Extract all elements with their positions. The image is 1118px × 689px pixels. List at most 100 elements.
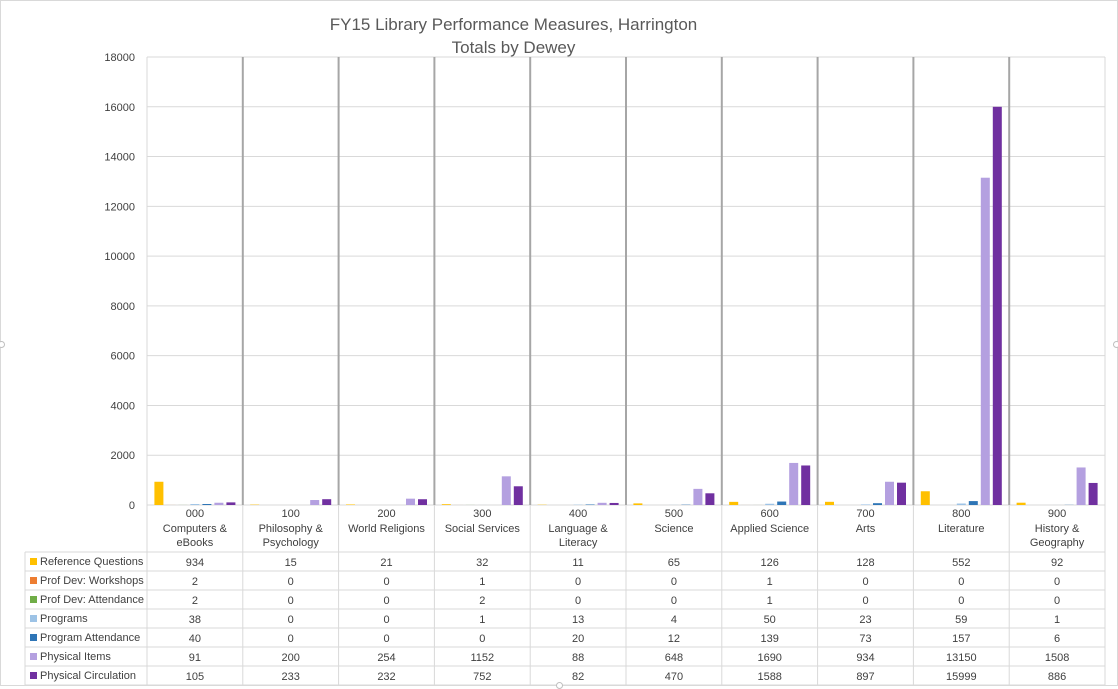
- table-cell-value: 15999: [946, 671, 977, 683]
- legend-key: [30, 615, 37, 622]
- table-cell-value: 2: [192, 595, 198, 607]
- bar: [633, 503, 642, 505]
- category-code-label: 400: [569, 508, 587, 520]
- bar: [861, 504, 870, 505]
- category-name-label: Applied Science: [730, 523, 809, 535]
- y-tick-label: 16000: [104, 102, 135, 114]
- category-code-label: 200: [377, 508, 395, 520]
- table-cell-value: 0: [288, 614, 294, 626]
- bar: [190, 504, 199, 505]
- bar: [993, 107, 1002, 505]
- category-code-label: 700: [856, 508, 874, 520]
- category-code-label: 500: [665, 508, 683, 520]
- table-cell-value: 105: [186, 671, 204, 683]
- category-name-label: Psychology: [263, 537, 320, 549]
- bar: [1089, 483, 1098, 505]
- table-cell-value: 934: [186, 557, 204, 569]
- bar: [442, 504, 451, 505]
- table-cell-value: 934: [856, 652, 874, 664]
- bar: [214, 503, 223, 505]
- category-name-label: History &: [1035, 523, 1080, 535]
- series-label: Programs: [40, 613, 88, 625]
- table-cell-value: 897: [856, 671, 874, 683]
- table-cell-value: 0: [862, 595, 868, 607]
- table-cell-value: 0: [575, 595, 581, 607]
- category-code-label: 800: [952, 508, 970, 520]
- legend-key: [30, 558, 37, 565]
- category-name-label: Literature: [938, 523, 984, 535]
- y-tick-label: 4000: [111, 400, 135, 412]
- table-cell-value: 0: [958, 595, 964, 607]
- y-tick-label: 14000: [104, 152, 135, 164]
- category-name-label: Language &: [548, 523, 608, 535]
- table-cell-value: 0: [958, 576, 964, 588]
- table-cell-value: 23: [859, 614, 871, 626]
- table-cell-value: 1152: [470, 652, 494, 664]
- bar: [693, 489, 702, 505]
- y-tick-label: 2000: [111, 450, 135, 462]
- table-cell-value: 0: [1054, 576, 1060, 588]
- bar: [873, 503, 882, 505]
- category-name-label: Science: [654, 523, 693, 535]
- category-code-label: 900: [1048, 508, 1066, 520]
- table-cell-value: 139: [761, 633, 779, 645]
- table-cell-value: 0: [1054, 595, 1060, 607]
- bar: [1077, 467, 1086, 505]
- table-cell-value: 0: [288, 576, 294, 588]
- bar: [921, 491, 930, 505]
- category-name-label: World Religions: [348, 523, 425, 535]
- series-label: Physical Items: [40, 651, 111, 663]
- bar: [502, 476, 511, 505]
- table-cell-value: 886: [1048, 671, 1066, 683]
- table-cell-value: 1: [479, 614, 485, 626]
- series-label: Physical Circulation: [40, 670, 136, 682]
- bar: [598, 503, 607, 505]
- table-cell-value: 1690: [757, 652, 781, 664]
- table-cell-value: 200: [282, 652, 300, 664]
- table-cell-value: 1508: [1045, 652, 1069, 664]
- resize-handle-right[interactable]: [1113, 341, 1118, 348]
- table-cell-value: 0: [383, 595, 389, 607]
- table-cell-value: 20: [572, 633, 584, 645]
- category-name-label: Arts: [856, 523, 876, 535]
- table-cell-value: 0: [862, 576, 868, 588]
- category-code-label: 300: [473, 508, 491, 520]
- bar: [729, 502, 738, 505]
- legend-key: [30, 596, 37, 603]
- series-label: Prof Dev: Attendance: [40, 594, 144, 606]
- table-cell-value: 1: [767, 576, 773, 588]
- table-cell-value: 21: [380, 557, 392, 569]
- bar: [885, 482, 894, 505]
- bar: [705, 493, 714, 505]
- table-cell-value: 0: [479, 633, 485, 645]
- category-code-label: 100: [282, 508, 300, 520]
- bar: [765, 504, 774, 505]
- table-cell-value: 552: [952, 557, 970, 569]
- category-code-label: 000: [186, 508, 204, 520]
- bar: [418, 499, 427, 505]
- legend-key: [30, 672, 37, 679]
- table-cell-value: 128: [856, 557, 874, 569]
- table-cell-value: 0: [383, 576, 389, 588]
- y-tick-label: 10000: [104, 251, 135, 263]
- y-tick-label: 8000: [111, 301, 135, 313]
- table-cell-value: 65: [668, 557, 680, 569]
- table-cell-value: 0: [383, 633, 389, 645]
- table-cell-value: 12: [668, 633, 680, 645]
- table-cell-value: 233: [282, 671, 300, 683]
- table-cell-value: 254: [377, 652, 395, 664]
- table-cell-value: 232: [377, 671, 395, 683]
- series-label: Prof Dev: Workshops: [40, 575, 144, 587]
- table-cell-value: 126: [761, 557, 779, 569]
- table-cell-value: 15: [285, 557, 297, 569]
- table-cell-value: 0: [288, 595, 294, 607]
- bar: [981, 178, 990, 505]
- y-tick-label: 0: [129, 500, 135, 512]
- bar: [154, 482, 163, 505]
- table-cell-value: 648: [665, 652, 683, 664]
- table-cell-value: 38: [189, 614, 201, 626]
- bar: [1017, 503, 1026, 505]
- table-cell-value: 59: [955, 614, 967, 626]
- table-cell-value: 2: [479, 595, 485, 607]
